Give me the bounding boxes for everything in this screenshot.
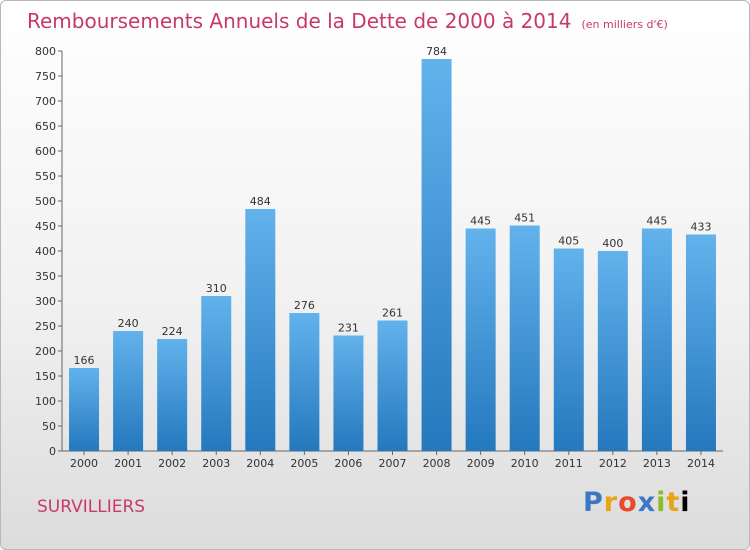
bar-value-label: 784	[426, 45, 447, 58]
bar-value-label: 405	[558, 235, 579, 248]
bar-value-label: 224	[162, 325, 183, 338]
bar-2000	[69, 368, 100, 451]
bar-value-label: 445	[470, 215, 491, 228]
bar-value-label: 400	[602, 237, 623, 250]
x-tick-label: 2000	[70, 457, 98, 470]
bar-2010	[509, 225, 540, 451]
bar-value-label: 310	[206, 282, 227, 295]
x-tick-label: 2013	[643, 457, 671, 470]
y-tick-label: 250	[35, 320, 56, 333]
bar-value-label: 231	[338, 322, 359, 335]
y-tick-label: 400	[35, 245, 56, 258]
bar-2005	[289, 313, 320, 451]
y-tick-label: 450	[35, 220, 56, 233]
bar-2009	[465, 228, 496, 451]
y-tick-label: 50	[42, 420, 56, 433]
y-tick-label: 550	[35, 170, 56, 183]
bar-2003	[201, 296, 232, 451]
bar-value-label: 451	[514, 212, 535, 225]
x-tick-label: 2011	[555, 457, 583, 470]
y-tick-label: 600	[35, 145, 56, 158]
bar-2008	[421, 59, 452, 451]
chart-title-block: Remboursements Annuels de la Dette de 20…	[27, 9, 668, 33]
y-tick-label: 300	[35, 295, 56, 308]
y-tick-label: 0	[49, 445, 56, 458]
bar-value-label: 276	[294, 299, 315, 312]
chart-bars: 166 240 224 310 484 276 231 261 784 445 451 405 400 4…	[69, 45, 716, 451]
y-tick-label: 350	[35, 270, 56, 283]
x-tick-label: 2014	[687, 457, 715, 470]
x-tick-label: 2010	[511, 457, 539, 470]
x-tick-label: 2004	[246, 457, 274, 470]
bar-value-label: 484	[250, 195, 271, 208]
x-tick-label: 2012	[599, 457, 627, 470]
y-tick-label: 150	[35, 370, 56, 383]
x-tick-label: 2001	[114, 457, 142, 470]
bar-value-label: 445	[646, 215, 667, 228]
x-tick-label: 2003	[202, 457, 230, 470]
bar-value-label: 166	[74, 354, 95, 367]
chart-axes: 0 50 100 150 200 250 300 350 400 450 500 550 600 650 7…	[35, 45, 723, 470]
bar-2002	[157, 339, 188, 451]
bar-2011	[553, 248, 584, 451]
y-tick-label: 750	[35, 70, 56, 83]
bar-value-label: 261	[382, 307, 403, 320]
chart-subtitle: (en milliers d'€)	[581, 18, 668, 31]
bar-2007	[377, 320, 408, 451]
y-tick-label: 200	[35, 345, 56, 358]
x-tick-label: 2007	[379, 457, 407, 470]
x-tick-label: 2008	[423, 457, 451, 470]
y-tick-label: 800	[35, 45, 56, 58]
x-tick-label: 2009	[467, 457, 495, 470]
bar-2014	[685, 234, 716, 451]
x-tick-label: 2005	[290, 457, 318, 470]
bar-2013	[641, 228, 672, 451]
y-tick-label: 100	[35, 395, 56, 408]
chart-title: Remboursements Annuels de la Dette de 20…	[27, 9, 572, 33]
bar-2006	[333, 335, 364, 451]
bar-2004	[245, 209, 276, 451]
y-tick-label: 700	[35, 95, 56, 108]
x-tick-label: 2006	[334, 457, 362, 470]
y-tick-label: 500	[35, 195, 56, 208]
proxiti-logo: Proxiti	[583, 487, 691, 518]
bar-2012	[597, 251, 628, 451]
bar-value-label: 240	[118, 317, 139, 330]
x-tick-label: 2002	[158, 457, 186, 470]
y-tick-label: 650	[35, 120, 56, 133]
bar-2001	[113, 331, 144, 451]
bar-value-label: 433	[690, 221, 711, 234]
town-name: SURVILLIERS	[37, 497, 146, 517]
